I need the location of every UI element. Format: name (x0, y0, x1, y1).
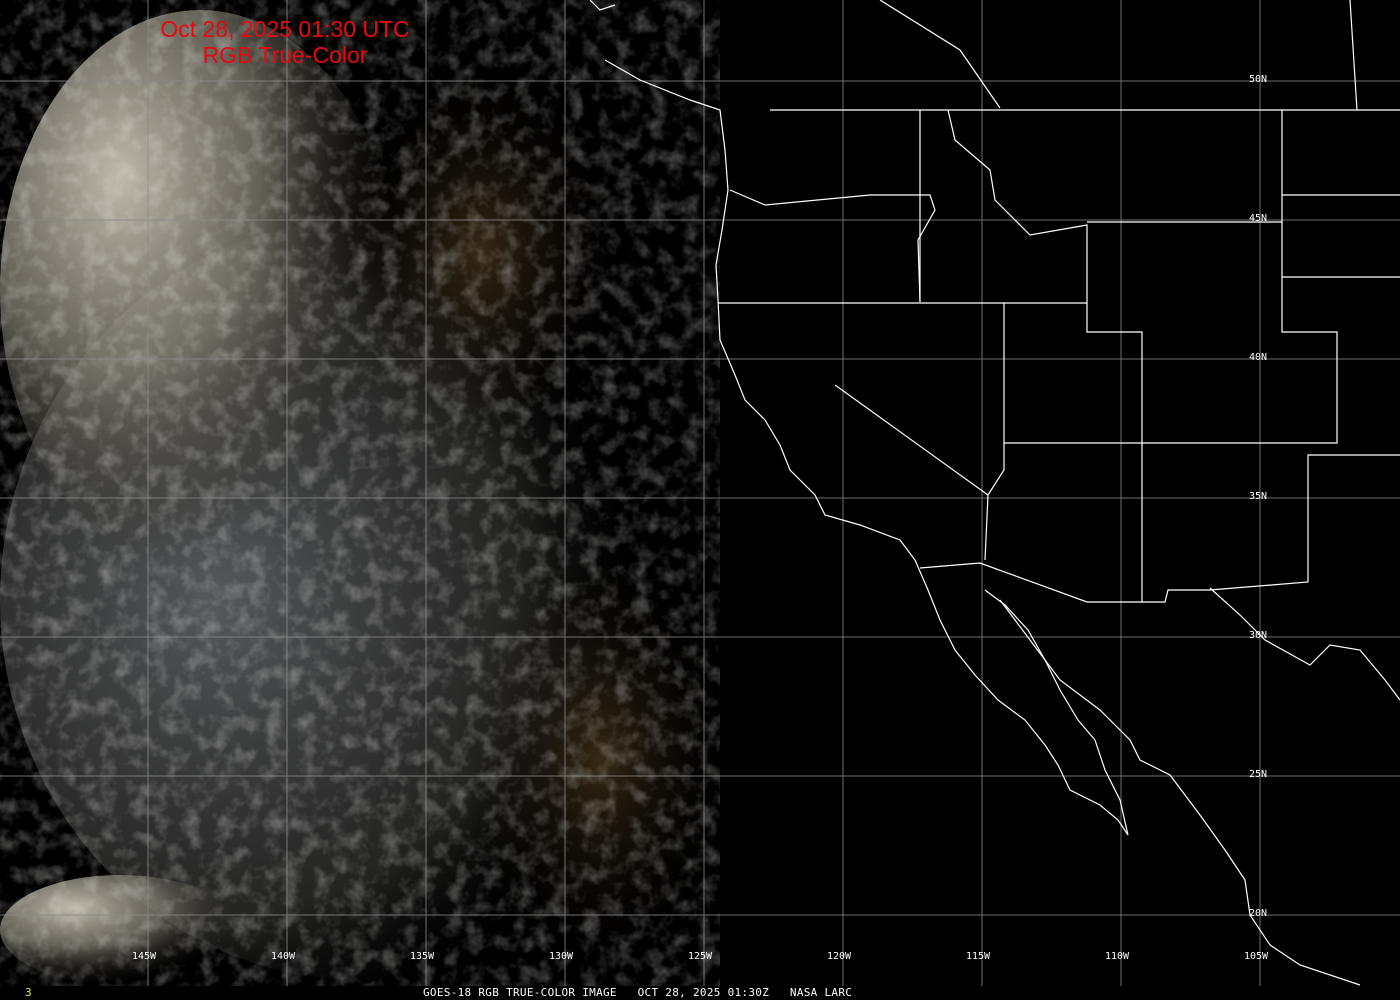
title-datetime: Oct 28, 2025 01:30 UTC (160, 16, 410, 42)
latitude-label: 25N (1249, 769, 1268, 780)
latitude-label: 40N (1249, 352, 1268, 363)
frame-number: 3 (25, 986, 32, 999)
longitude-label: 145W (132, 951, 157, 962)
longitude-label: 115W (966, 951, 991, 962)
latitude-label: 45N (1249, 213, 1268, 224)
longitude-label: 140W (271, 951, 296, 962)
us-mexico-border (919, 454, 1400, 603)
latitude-label: 30N (1249, 630, 1268, 641)
latitude-label: 20N (1249, 908, 1268, 919)
longitude-label: 135W (410, 951, 435, 962)
political-boundaries (589, 0, 1400, 986)
mexico-mainland-coastline (1209, 587, 1400, 701)
footer-bar: 3 GOES-18 RGB TRUE-COLOR IMAGE OCT 28, 2… (0, 986, 1400, 1000)
longitude-label: 105W (1244, 951, 1269, 962)
longitude-label: 120W (827, 951, 852, 962)
gulf-coastline (999, 599, 1361, 986)
cloud-imagery (0, 0, 740, 986)
pacific-coastline (604, 59, 1129, 836)
footer-caption: GOES-18 RGB TRUE-COLOR IMAGE OCT 28, 202… (423, 986, 853, 999)
title-product: RGB True-Color (202, 42, 368, 68)
latitude-label: 35N (1249, 491, 1268, 502)
longitude-label: 110W (1105, 951, 1130, 962)
latitude-label: 50N (1249, 74, 1268, 85)
longitude-label: 130W (549, 951, 574, 962)
longitude-label: 125W (688, 951, 713, 962)
